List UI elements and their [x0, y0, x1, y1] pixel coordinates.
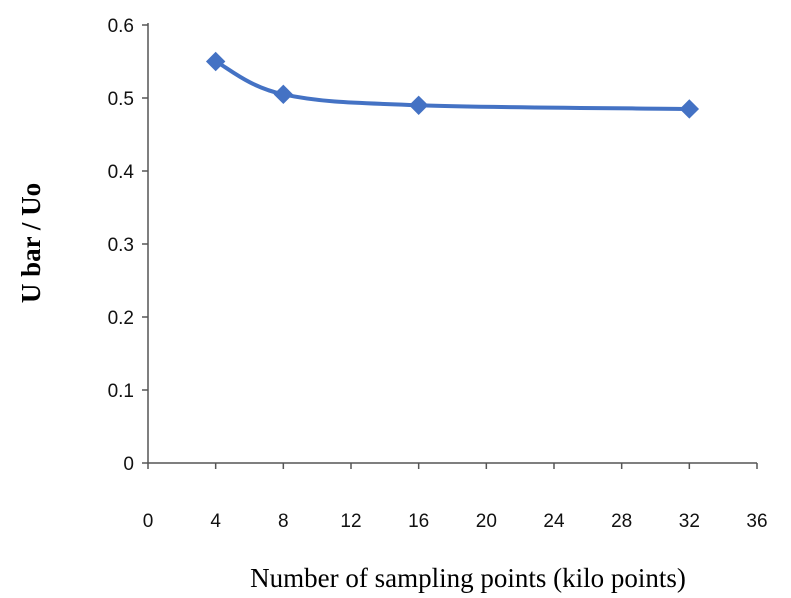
y-axis-title: U bar / Uo [16, 183, 46, 303]
x-tick-label: 20 [476, 511, 497, 532]
y-tick-label: 0.5 [108, 89, 134, 110]
x-tick-label: 36 [746, 511, 767, 532]
y-tick-label: 0.2 [108, 308, 134, 329]
x-tick-label: 0 [143, 511, 154, 532]
x-tick-label: 32 [679, 511, 700, 532]
x-tick-label: 16 [408, 511, 429, 532]
data-point-marker [410, 96, 428, 114]
axes [148, 23, 757, 463]
x-tick-label: 28 [611, 511, 632, 532]
x-tick-label: 8 [278, 511, 289, 532]
y-tick-label: 0.4 [108, 162, 135, 183]
series-line [216, 62, 690, 109]
x-tick-label: 24 [543, 511, 565, 532]
y-tick-label: 0 [123, 454, 134, 475]
y-tick-label: 0.6 [108, 16, 134, 37]
x-ticks: 0 4 8 12 16 20 24 28 32 36 [143, 463, 768, 532]
y-tick-label: 0.1 [108, 381, 134, 402]
x-tick-label: 4 [210, 511, 221, 532]
data-point-marker [680, 100, 698, 118]
x-tick-label: 12 [340, 511, 361, 532]
series-group [207, 53, 699, 118]
x-axis-title: Number of sampling points (kilo points) [250, 563, 686, 593]
data-point-marker [207, 53, 225, 71]
y-tick-label: 0.3 [108, 235, 134, 256]
y-ticks: 0 0.1 0.2 0.3 0.4 0.5 0.6 [108, 16, 148, 475]
data-point-marker [274, 85, 292, 103]
